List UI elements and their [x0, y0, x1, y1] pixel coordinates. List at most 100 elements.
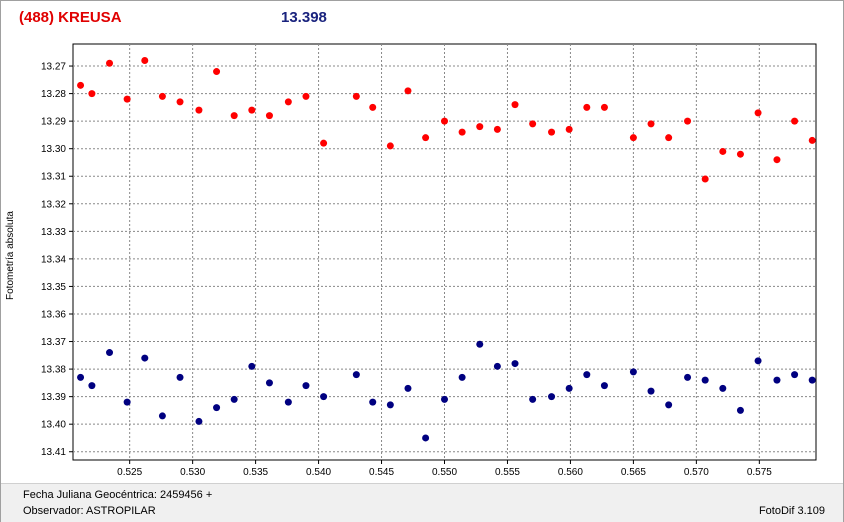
target-point [158, 92, 166, 100]
comparison-point [213, 404, 221, 412]
target-point [565, 125, 573, 133]
comparison-point [248, 362, 256, 370]
comparison-point [791, 371, 799, 379]
y-tick-label: 13.36 [41, 309, 66, 320]
data-points [77, 57, 816, 442]
grid [69, 44, 816, 464]
comparison-point [701, 376, 709, 384]
y-tick-label: 13.29 [41, 117, 66, 128]
comparison-point [736, 406, 744, 414]
target-point [736, 150, 744, 158]
comparison-point [106, 349, 114, 357]
target-point [369, 103, 377, 111]
target-point [808, 136, 816, 144]
x-tick-label: 0.560 [558, 467, 583, 478]
comparison-point [77, 373, 85, 381]
y-tick-labels: 13.27 13.28 13.29 13.30 13.31 13.32 13.33 13.34… [41, 62, 66, 459]
comparison-point [511, 360, 519, 368]
comparison-point [647, 387, 655, 395]
target-point [284, 98, 292, 106]
y-tick-label: 13.37 [41, 337, 66, 348]
target-point [529, 120, 537, 128]
x-tick-label: 0.555 [495, 467, 520, 478]
x-tick-label: 0.540 [306, 467, 331, 478]
target-point [629, 134, 637, 142]
julian-date-label: Fecha Juliana Geocéntrica: 2459456 + [23, 489, 213, 501]
y-tick-label: 13.30 [41, 144, 66, 155]
x-tick-label: 0.535 [243, 467, 268, 478]
status-footer: Fecha Juliana Geocéntrica: 2459456 + Obs… [1, 483, 843, 522]
y-tick-label: 13.38 [41, 365, 66, 376]
target-point [302, 92, 310, 100]
comparison-point [302, 382, 310, 390]
comparison-point [583, 371, 591, 379]
x-tick-label: 0.525 [117, 467, 142, 478]
comparison-point [320, 393, 328, 401]
target-point [195, 106, 203, 114]
target-point [320, 139, 328, 147]
x-tick-label: 0.570 [684, 467, 709, 478]
comparison-point [352, 371, 360, 379]
target-point [647, 120, 655, 128]
target-point [248, 106, 256, 114]
x-tick-label: 0.550 [432, 467, 457, 478]
comparison-point [158, 412, 166, 420]
comparison-point [123, 398, 131, 406]
comparison-point [808, 376, 816, 384]
target-point [386, 142, 394, 150]
x-tick-label: 0.575 [747, 467, 772, 478]
target-point [583, 103, 591, 111]
comparison-point [476, 340, 484, 348]
comparison-point [386, 401, 394, 409]
comparison-point [441, 395, 448, 403]
target-point [665, 134, 673, 142]
comparison-point [629, 368, 637, 376]
y-tick-label: 13.40 [41, 420, 66, 431]
comparison-point [600, 382, 608, 390]
y-tick-label: 13.34 [41, 254, 66, 265]
target-point [511, 101, 519, 109]
object-title: (488) KREUSA [19, 9, 122, 26]
target-point [422, 134, 430, 142]
target-point [176, 98, 184, 106]
observer-label: Observador: ASTROPILAR [23, 505, 156, 517]
comparison-point [773, 376, 781, 384]
target-point [230, 112, 238, 120]
comparison-point [141, 354, 149, 362]
comparison-point [548, 393, 556, 401]
x-tick-label: 0.565 [621, 467, 646, 478]
comparison-point [265, 379, 273, 387]
y-tick-label: 13.28 [41, 89, 66, 100]
comparison-point [684, 373, 692, 381]
target-point [684, 117, 692, 125]
y-tick-label: 13.33 [41, 227, 66, 238]
target-point [458, 128, 466, 136]
target-point [352, 92, 360, 100]
target-point [476, 123, 484, 131]
target-point [123, 95, 131, 103]
target-point [719, 147, 727, 155]
target-point [106, 59, 114, 67]
x-tick-labels: 0.525 0.530 0.535 0.540 0.545 0.550 0.555 0.560… [117, 467, 772, 478]
y-tick-label: 13.27 [41, 62, 66, 73]
comparison-point [369, 398, 377, 406]
y-tick-label: 13.41 [41, 447, 66, 458]
y-axis-label: Fotometría absoluta [5, 211, 16, 300]
comparison-point [493, 362, 501, 370]
comparison-point [458, 373, 466, 381]
target-point [77, 81, 85, 89]
target-point [701, 175, 709, 183]
y-tick-label: 13.35 [41, 282, 66, 293]
mean-magnitude: 13.398 [281, 9, 327, 26]
comparison-point [529, 395, 537, 403]
target-point [213, 68, 221, 76]
target-point [773, 156, 781, 164]
target-point [754, 109, 762, 117]
comparison-point [404, 384, 412, 392]
comparison-point [230, 395, 238, 403]
target-point [88, 90, 96, 98]
comparison-point [565, 384, 573, 392]
y-tick-label: 13.39 [41, 392, 66, 403]
x-tick-label: 0.545 [369, 467, 394, 478]
